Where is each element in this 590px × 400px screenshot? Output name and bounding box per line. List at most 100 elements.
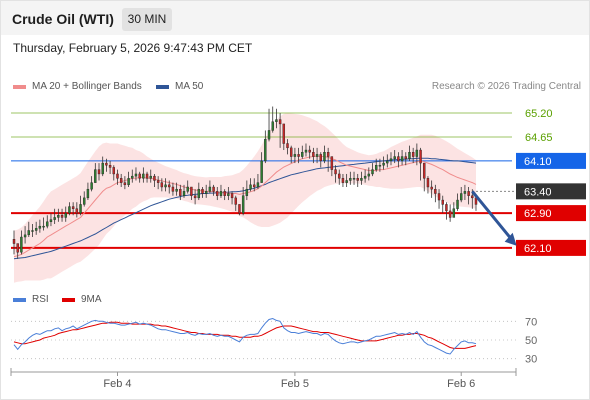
candle-body bbox=[356, 178, 359, 181]
candle-body bbox=[234, 197, 237, 205]
candle-body bbox=[386, 160, 389, 164]
candle-body bbox=[90, 182, 93, 190]
legend-rsi: RSI bbox=[13, 294, 49, 305]
candle-body bbox=[68, 206, 71, 214]
legend-9ma: 9MA bbox=[62, 294, 102, 305]
candle-body bbox=[301, 151, 304, 157]
time-tick-label: Feb 6 bbox=[447, 378, 475, 390]
candle-body bbox=[345, 180, 348, 183]
candle-body bbox=[426, 178, 430, 188]
rsi-9ma-line bbox=[13, 321, 477, 349]
candle-body bbox=[201, 188, 204, 194]
bollinger-band bbox=[14, 113, 476, 283]
candle-body bbox=[404, 156, 407, 159]
candle-body bbox=[145, 173, 149, 179]
candle-body bbox=[38, 225, 42, 229]
candle-body bbox=[423, 162, 426, 179]
header-bar: Crude Oil (WTI) 30 MIN bbox=[1, 1, 589, 35]
candle-body bbox=[430, 186, 433, 190]
candle-body bbox=[374, 165, 378, 170]
candle-body bbox=[408, 151, 411, 159]
forecast-arrow-shaft bbox=[471, 190, 514, 242]
candle-body bbox=[134, 173, 138, 177]
candle-body bbox=[23, 234, 27, 238]
candle-body bbox=[289, 147, 293, 157]
candle-body bbox=[182, 191, 186, 196]
candle-body bbox=[186, 186, 189, 192]
ma20-legend-label: MA 20 + Bollinger Bands bbox=[32, 81, 142, 92]
candle-body bbox=[193, 195, 197, 199]
candle-body bbox=[20, 236, 23, 253]
candle-body bbox=[367, 173, 371, 177]
candle-body bbox=[156, 180, 160, 183]
candle-body bbox=[352, 178, 356, 180]
candle-body bbox=[245, 188, 249, 196]
candle-body bbox=[256, 182, 260, 188]
candle-body bbox=[434, 188, 437, 194]
candle-body bbox=[71, 206, 75, 209]
candle-body bbox=[349, 178, 352, 181]
candle-body bbox=[419, 149, 422, 164]
candle-body bbox=[267, 130, 271, 140]
candle-body bbox=[79, 204, 82, 214]
candle-body bbox=[271, 121, 274, 131]
level-tag-62-90 bbox=[516, 205, 586, 222]
candle-body bbox=[219, 191, 223, 196]
candle-body bbox=[46, 221, 49, 227]
candle-body bbox=[112, 167, 116, 175]
rsi-tick-50: 50 bbox=[525, 335, 537, 347]
level-label-64-10: 64.10 bbox=[524, 156, 552, 168]
candle-body bbox=[363, 175, 367, 179]
candle-body bbox=[108, 165, 112, 168]
candle-body bbox=[319, 154, 322, 162]
candle-body bbox=[463, 191, 467, 194]
legend-ma20: MA 20 + Bollinger Bands bbox=[13, 81, 142, 92]
candle-body bbox=[190, 186, 193, 196]
candle-body bbox=[175, 188, 178, 192]
candle-body bbox=[471, 195, 474, 199]
candle-body bbox=[168, 184, 171, 188]
candle-body bbox=[341, 178, 345, 183]
level-tag-62-10 bbox=[516, 239, 586, 256]
candle-body bbox=[397, 156, 400, 162]
instrument-title: Crude Oil (WTI) bbox=[12, 11, 114, 27]
datetime-label: Thursday, February 5, 2026 9:47:43 PM CE… bbox=[13, 41, 253, 55]
candle-body bbox=[116, 173, 119, 179]
candle-body bbox=[171, 186, 175, 192]
candle-body bbox=[437, 193, 441, 201]
rsi-tick-70: 70 bbox=[525, 316, 537, 328]
candle-body bbox=[393, 156, 396, 159]
candle-body bbox=[119, 178, 123, 183]
candle-body bbox=[382, 162, 385, 166]
candle-body bbox=[452, 208, 456, 218]
time-tick-label: Feb 4 bbox=[103, 378, 131, 390]
candle-body bbox=[371, 169, 374, 175]
rsi-line bbox=[13, 317, 477, 355]
candle-body bbox=[338, 173, 341, 179]
candle-body bbox=[83, 197, 86, 205]
candle-body bbox=[312, 151, 315, 157]
candle-body bbox=[467, 191, 470, 196]
candle-body bbox=[31, 230, 34, 232]
candle-body bbox=[160, 182, 164, 188]
candle-body bbox=[278, 119, 282, 125]
candle-body bbox=[326, 151, 330, 157]
timeframe-badge[interactable]: 30 MIN bbox=[122, 8, 172, 31]
candle-body bbox=[286, 143, 289, 149]
ma9-legend-label: 9MA bbox=[81, 294, 102, 305]
candle-body bbox=[308, 149, 311, 153]
candle-body bbox=[378, 165, 382, 167]
candle-body bbox=[27, 230, 30, 236]
candle-body bbox=[411, 151, 415, 157]
candle-body bbox=[164, 184, 167, 188]
candle-body bbox=[275, 119, 278, 122]
rsi-tick-30: 30 bbox=[525, 354, 537, 366]
candle-body bbox=[142, 173, 145, 179]
candle-body bbox=[149, 175, 152, 179]
ma20-swatch bbox=[13, 84, 26, 89]
candle-body bbox=[101, 162, 104, 175]
candle-body bbox=[230, 193, 234, 199]
candle-body bbox=[49, 219, 53, 222]
level-tag-64-10 bbox=[516, 152, 586, 169]
